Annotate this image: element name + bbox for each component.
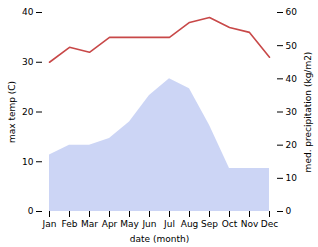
svg-text:50: 50 (286, 41, 298, 51)
svg-text:20: 20 (22, 107, 34, 117)
svg-text:20: 20 (286, 140, 298, 150)
svg-text:40: 40 (22, 7, 34, 17)
svg-text:40: 40 (286, 74, 298, 84)
svg-text:Jun: Jun (141, 219, 156, 229)
svg-text:Nov: Nov (241, 219, 259, 229)
svg-text:Oct: Oct (222, 219, 238, 229)
svg-text:Dec: Dec (261, 219, 278, 229)
svg-text:Aug: Aug (181, 219, 199, 229)
svg-text:Feb: Feb (62, 219, 78, 229)
svg-text:10: 10 (22, 157, 34, 167)
svg-text:30: 30 (22, 57, 34, 67)
svg-text:0: 0 (286, 206, 292, 216)
svg-text:date (month): date (month) (130, 234, 189, 244)
svg-text:May: May (120, 219, 139, 229)
svg-text:med. precipitation (kg/m2): med. precipitation (kg/m2) (303, 52, 313, 173)
svg-text:Jul: Jul (163, 219, 175, 229)
svg-text:60: 60 (286, 7, 298, 17)
svg-text:30: 30 (286, 107, 298, 117)
svg-text:max temp (C): max temp (C) (7, 81, 17, 143)
svg-text:10: 10 (286, 173, 298, 183)
svg-text:Mar: Mar (81, 219, 98, 229)
svg-text:Jan: Jan (42, 219, 57, 229)
svg-text:Apr: Apr (102, 219, 118, 229)
svg-text:Sep: Sep (201, 219, 218, 229)
svg-text:0: 0 (28, 206, 34, 216)
